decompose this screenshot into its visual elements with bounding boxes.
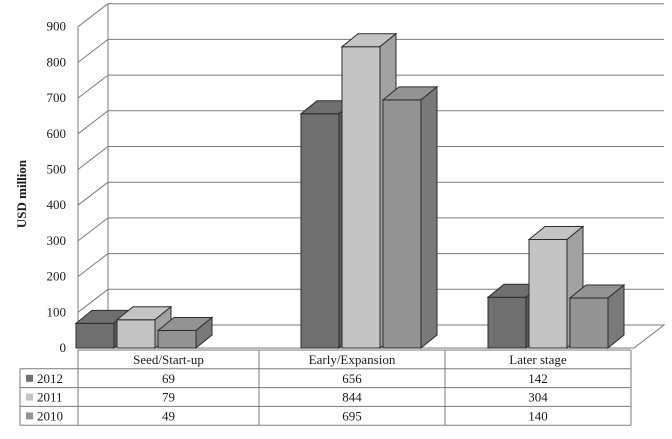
bar-front <box>528 238 568 349</box>
data-label: 844 <box>342 390 362 405</box>
legend-entry: 2012 <box>37 371 63 386</box>
data-label: 304 <box>528 390 548 405</box>
bar-front <box>116 319 156 349</box>
y-tick-label: 0 <box>60 340 67 355</box>
bar-front <box>75 322 115 349</box>
y-tick-label: 800 <box>47 54 67 69</box>
bar-front <box>382 99 422 349</box>
y-tick-label: 200 <box>47 269 67 284</box>
legend-key <box>26 374 33 382</box>
legend-key <box>26 412 33 420</box>
y-tick-label: 500 <box>47 162 67 177</box>
bar-front <box>487 296 527 349</box>
gridline-side <box>77 146 109 170</box>
data-label: 140 <box>528 408 548 423</box>
category-label: Later stage <box>509 352 567 367</box>
data-label: 69 <box>162 371 175 386</box>
y-tick-label: 700 <box>47 90 67 105</box>
y-tick-label: 600 <box>47 126 67 141</box>
category-label: Seed/Start-up <box>133 352 204 367</box>
data-label: 656 <box>342 371 362 386</box>
bar-front <box>341 46 381 349</box>
bar-side <box>607 283 625 350</box>
bar-side <box>420 85 438 350</box>
bar-front <box>569 297 609 349</box>
gridline-side <box>77 74 109 99</box>
category-label: Early/Expansion <box>309 352 396 367</box>
gridline-side <box>77 217 109 242</box>
bar-2010-0 <box>156 316 214 350</box>
y-tick-label: 300 <box>47 233 67 248</box>
bar-2010-1 <box>381 85 439 350</box>
gridline-side <box>77 110 109 135</box>
gridline-side <box>77 288 109 313</box>
data-label: 49 <box>162 408 175 423</box>
legend-key <box>26 393 33 401</box>
data-label: 142 <box>528 371 548 386</box>
axes: 0 100 200 300 400 500 600 700 800 900 <box>47 3 109 355</box>
legend-entry: 2010 <box>37 408 63 423</box>
gridline-side <box>77 3 109 28</box>
data-label: 79 <box>162 390 175 405</box>
bar-front <box>300 113 340 349</box>
gridline-side <box>77 181 109 206</box>
bar-side <box>195 316 213 350</box>
y-tick-label: 400 <box>47 197 67 212</box>
gridline-side <box>77 39 109 63</box>
bars <box>74 32 626 350</box>
data-label: 695 <box>342 408 362 423</box>
bar-2010-2 <box>568 283 626 350</box>
legend-entry: 2011 <box>37 390 63 405</box>
y-axis-label: USD million <box>14 159 29 228</box>
y-tick-label: 900 <box>47 19 67 34</box>
bar-front <box>157 330 197 349</box>
y-tick-label: 100 <box>47 304 67 319</box>
gridline-side <box>77 253 109 277</box>
data-table: Seed/Start-up Early/Expansion Later stage 2… <box>19 349 632 426</box>
